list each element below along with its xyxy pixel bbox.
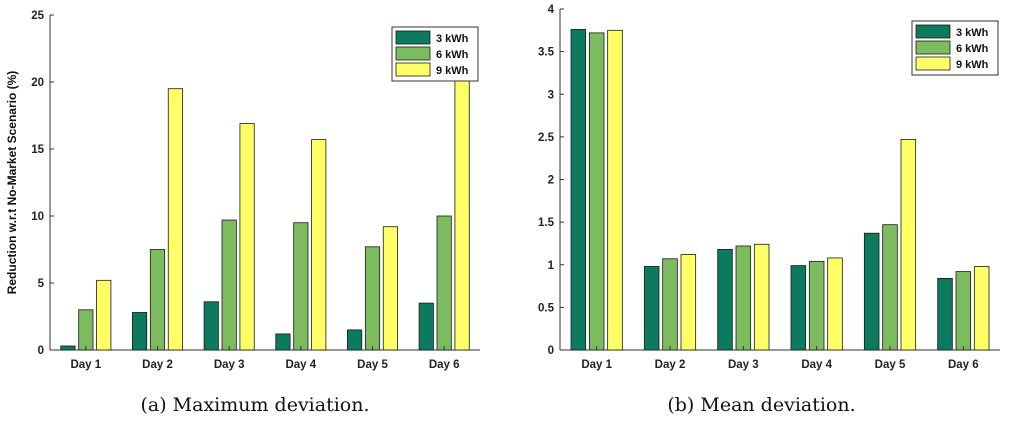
bar	[418, 302, 434, 351]
bar	[364, 246, 381, 351]
bar	[863, 232, 880, 351]
legend-swatch	[395, 62, 431, 77]
bar	[132, 312, 148, 351]
bar	[753, 243, 770, 351]
legend-swatch	[395, 46, 431, 61]
y-tick-label: 20	[31, 77, 44, 89]
x-tick-label: Day 5	[875, 359, 906, 371]
x-tick-label: Day 1	[581, 359, 612, 371]
bar	[570, 29, 587, 351]
bar	[717, 249, 733, 351]
legend: 3 kWh 6 kWh 9 kWh	[391, 26, 479, 82]
x-tick-label: Day 3	[214, 359, 245, 371]
bar	[607, 29, 623, 351]
y-axis-label: Reduction w.r.t No-Market Scenario (%)	[5, 71, 19, 295]
bar	[275, 333, 291, 351]
x-tick-label: Day 5	[357, 359, 388, 371]
y-tick-label: 1.5	[538, 217, 555, 229]
y-tick-label: 5	[38, 278, 45, 290]
y-tick-label: 0	[38, 345, 44, 357]
legend-swatch	[915, 24, 951, 39]
legend-label: 6 kWh	[436, 49, 469, 61]
bar	[60, 345, 76, 351]
y-tick-label: 0.5	[538, 302, 555, 314]
caption-max-deviation: (a) Maximum deviation.	[140, 394, 370, 416]
bar	[436, 215, 452, 351]
bar	[454, 70, 470, 351]
bar	[973, 266, 990, 351]
legend-label: 3 kWh	[436, 33, 469, 45]
x-tick-label: Day 1	[70, 359, 101, 371]
y-tick-label: 0	[548, 345, 554, 357]
bar	[311, 139, 327, 351]
bar	[937, 277, 953, 351]
x-tick-label: Day 6	[948, 359, 979, 371]
legend-label: 6 kWh	[956, 43, 989, 55]
y-tick-label: 1	[548, 260, 555, 272]
bar	[78, 309, 94, 351]
chart-max-deviation-plot: 0 5 10 15 20 25 Day 1 Day 2 Day 3 Day 4 Day 5 Day 6…	[5, 10, 480, 371]
legend: 3 kWh 6 kWh 9 kWh	[911, 20, 999, 76]
legend-label: 9 kWh	[436, 65, 469, 77]
bar	[203, 301, 219, 351]
y-tick-label: 4	[548, 4, 555, 16]
x-tick-label: Day 4	[801, 359, 832, 371]
legend-label: 9 kWh	[956, 59, 989, 71]
bar	[588, 32, 605, 351]
bar	[900, 139, 917, 351]
bar	[149, 249, 166, 351]
y-tick-label: 3.5	[538, 47, 555, 59]
caption-mean-deviation: (b) Mean deviation.	[667, 394, 856, 416]
bar	[221, 219, 237, 351]
bar	[735, 245, 752, 351]
bar	[662, 258, 678, 351]
bar	[382, 226, 398, 351]
legend-swatch	[915, 56, 951, 71]
x-tick-label: Day 3	[728, 359, 759, 371]
y-tick-label: 10	[31, 211, 44, 223]
x-tick-label: Day 6	[429, 359, 460, 371]
bar	[808, 260, 825, 351]
bar	[96, 279, 112, 351]
chart-mean-deviation-plot: 0 0.5 1 1.5 2 2.5 3 3.5 4 Day 1 Day 2 Day 3 Day 4 Day…	[538, 4, 1000, 371]
bar	[955, 271, 972, 351]
bar	[293, 222, 309, 351]
x-tick-label: Day 2	[142, 359, 173, 371]
bar	[347, 329, 363, 351]
y-tick-label: 2	[548, 175, 554, 187]
y-tick-label: 2.5	[538, 132, 555, 144]
y-tick-label: 25	[31, 10, 44, 22]
bar	[167, 88, 183, 351]
y-tick-label: 3	[548, 89, 554, 101]
legend-swatch	[915, 40, 951, 55]
bar	[680, 254, 697, 351]
x-tick-label: Day 2	[655, 359, 686, 371]
y-tick-label: 15	[31, 144, 44, 156]
chart-max-deviation: 0 5 10 15 20 25 Day 1 Day 2 Day 3 Day 4 Day 5 Day 6…	[0, 0, 500, 422]
legend-swatch	[395, 30, 431, 45]
chart-mean-deviation: 0 0.5 1 1.5 2 2.5 3 3.5 4 Day 1 Day 2 Day 3 Day 4 Day…	[510, 0, 1013, 422]
bar	[643, 266, 660, 351]
legend-label: 3 kWh	[956, 27, 989, 39]
bar	[239, 123, 255, 351]
bar	[790, 265, 807, 351]
bar	[827, 257, 843, 351]
bar	[882, 224, 898, 351]
x-tick-label: Day 4	[285, 359, 316, 371]
